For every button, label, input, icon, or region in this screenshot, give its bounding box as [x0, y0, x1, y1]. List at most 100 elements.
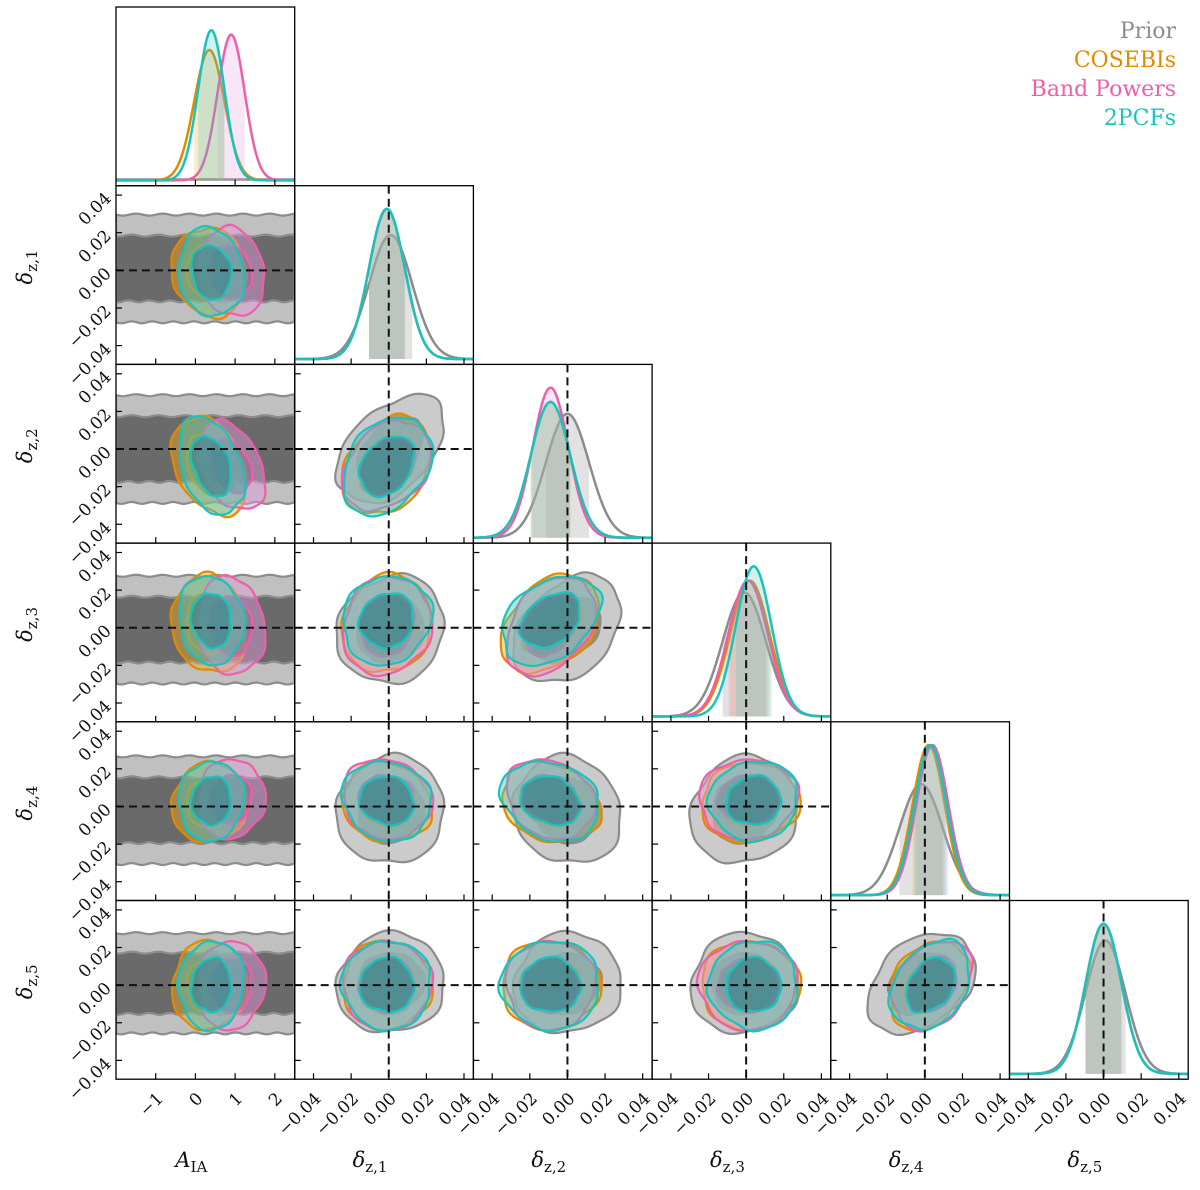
x-tick-label: 0.02: [934, 1089, 975, 1130]
x-tick-label: 0.02: [397, 1089, 438, 1130]
panel-5-5: [1009, 900, 1189, 1080]
2pcfs-band-1: [369, 208, 405, 360]
2pcfs-marginal-1: [294, 207, 474, 361]
panel-1-0: [116, 212, 295, 325]
y-tick-label: 0.02: [75, 405, 116, 446]
band-powers-band-1: [369, 208, 405, 360]
2pcfs-marginal-2: [473, 400, 653, 539]
panel-3-0: [116, 570, 295, 686]
2pcfs-marginal-0: [116, 28, 295, 182]
y-axis-label: δz,2: [13, 428, 41, 463]
2pcfs-band-3: [735, 566, 772, 717]
2pcfs-band-0: [198, 30, 225, 181]
y-axis-label: δz,3: [13, 607, 41, 642]
x-tick-label: 0.04: [1150, 1089, 1191, 1130]
y-axis-label: δz,4: [13, 786, 41, 821]
2pcfs-band-4: [914, 745, 947, 896]
band-powers-band-2: [532, 387, 569, 538]
panel-3-1: [294, 543, 474, 722]
y-tick-label: 0.02: [75, 941, 116, 982]
2pcfs-marginal-5: [1009, 922, 1189, 1076]
panel-4-4: [830, 721, 1010, 901]
2pcfs-contour-1-0-inner: [190, 244, 233, 301]
panel-5-2: [473, 900, 653, 1080]
2pcfs-contour-2-0-inner: [189, 434, 232, 498]
panel-5-3: [652, 900, 831, 1080]
y-axis-label: δz,1: [13, 250, 41, 285]
x-axis-label: δz,5: [1067, 1148, 1102, 1176]
y-tick-label: 0.02: [75, 584, 116, 625]
2pcfs-contour-5-2-inner: [519, 955, 583, 1013]
legend-cosebis: COSEBIs: [1074, 48, 1176, 73]
panel-5-0: [116, 931, 295, 1036]
x-tick-label: 2: [265, 1089, 287, 1111]
y-tick-label: −0.02: [65, 302, 116, 353]
y-tick-label: 0.00: [75, 443, 116, 484]
x-tick-label: 0.02: [576, 1089, 617, 1130]
y-tick-label: −0.02: [65, 1016, 116, 1067]
x-tick-label: 0: [186, 1089, 208, 1111]
y-tick-label: 0.00: [75, 800, 116, 841]
y-tick-label: 0.02: [75, 762, 116, 803]
x-tick-label: −0.02: [1027, 1089, 1078, 1140]
band-powers-band-0: [217, 34, 245, 181]
panel-4-0: [116, 754, 295, 867]
y-tick-label: 0.00: [75, 621, 116, 662]
x-tick-label: −1: [136, 1089, 168, 1121]
2pcfs-contour-4-1-inner: [357, 775, 416, 827]
x-axis-label: δz,2: [531, 1148, 566, 1176]
x-axis-label: δz,4: [889, 1148, 924, 1176]
x-tick-label: −0.02: [491, 1089, 542, 1140]
2pcfs-marginal-3: [652, 565, 831, 718]
cosebis-band-0: [194, 49, 225, 181]
2pcfs-contour-3-2-inner: [517, 590, 581, 650]
2pcfs-marginal-4: [830, 743, 1010, 897]
cosebis-band-3: [730, 580, 770, 717]
prior-band-5: [1085, 940, 1126, 1074]
x-tick-label: 0.00: [360, 1089, 401, 1130]
x-axis-label: δz,1: [353, 1148, 388, 1176]
x-axis-label: δz,3: [710, 1148, 745, 1176]
panel-frame: [1008, 899, 1189, 1080]
panel-4-3: [652, 721, 831, 901]
2pcfs-contour-3-1-inner: [356, 592, 415, 650]
x-tick-label: 0.00: [538, 1089, 579, 1130]
panel-2-2: [473, 364, 653, 544]
panel-5-1: [294, 900, 474, 1080]
panel-3-2: [473, 543, 653, 722]
2pcfs-contour-2-1-inner: [357, 435, 416, 499]
panel-0-0: [116, 28, 295, 182]
2pcfs-contour-3-0-inner: [189, 592, 232, 650]
panel-1-1: [294, 185, 474, 365]
2pcfs-contour-4-0-inner: [189, 775, 232, 828]
panel-4-2: [473, 721, 653, 901]
y-axis-label: δz,5: [13, 964, 41, 999]
2pcfs-band-2: [530, 401, 571, 538]
y-tick-label: 0.00: [75, 264, 116, 305]
y-tick-label: −0.02: [65, 480, 116, 531]
legend-band-powers: Band Powers: [1031, 77, 1176, 102]
x-tick-label: 0.02: [755, 1089, 796, 1130]
legend-2pcfs: 2PCFs: [1104, 106, 1176, 131]
y-tick-label: −0.02: [65, 838, 116, 889]
2pcfs-contour-4-3-inner: [725, 774, 783, 826]
prior-band-1: [369, 235, 413, 360]
x-tick-label: 0.00: [896, 1089, 937, 1130]
y-tick-label: 0.02: [75, 226, 116, 267]
x-tick-label: 0.00: [717, 1089, 758, 1130]
panel-2-0: [116, 393, 295, 519]
y-tick-label: 0.00: [75, 979, 116, 1020]
cosebis-band-1: [369, 208, 405, 360]
y-tick-label: −0.02: [65, 659, 116, 710]
2pcfs-contour-5-4-inner: [905, 956, 957, 1014]
panel-2-1: [294, 364, 474, 544]
x-tick-label: −0.02: [669, 1089, 720, 1140]
panel-4-1: [294, 721, 474, 901]
x-tick-label: −0.02: [848, 1089, 899, 1140]
x-tick-label: −0.02: [312, 1089, 363, 1140]
x-tick-label: 0.02: [1112, 1089, 1153, 1130]
y-tick-label: 0.04: [75, 189, 116, 230]
legend-prior: Prior: [1120, 19, 1177, 44]
2pcfs-contour-4-2-inner: [519, 775, 583, 827]
